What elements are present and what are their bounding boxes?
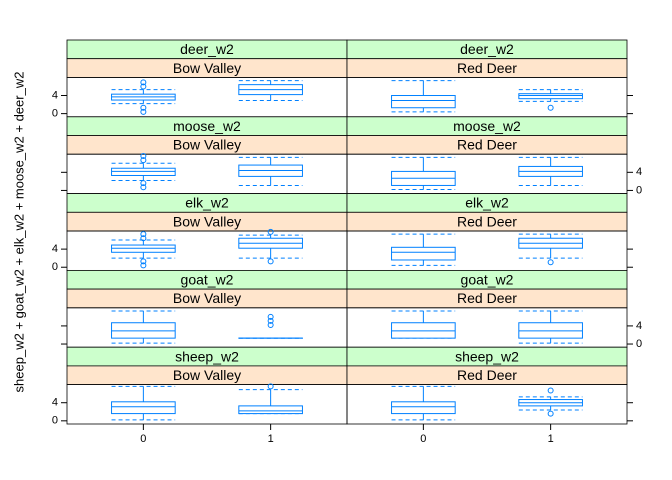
outlier bbox=[140, 184, 147, 191]
outlier bbox=[267, 322, 274, 329]
outlier bbox=[547, 104, 554, 111]
outlier bbox=[140, 83, 147, 90]
strip-label: Red Deer bbox=[457, 60, 517, 76]
strip-label: Bow Valley bbox=[173, 213, 241, 229]
y-tick-label: 4 bbox=[636, 166, 642, 178]
panel bbox=[66, 384, 348, 425]
strip-label: deer_w2 bbox=[460, 41, 514, 57]
strip-label: moose_w2 bbox=[453, 118, 521, 134]
outlier bbox=[140, 108, 147, 115]
strip-label: Bow Valley bbox=[173, 137, 241, 153]
outlier bbox=[267, 228, 274, 235]
x-tick-label: 0 bbox=[140, 433, 146, 445]
panel bbox=[346, 384, 628, 425]
outlier bbox=[140, 153, 147, 160]
panel bbox=[346, 307, 628, 348]
strip-label: goat_w2 bbox=[461, 271, 514, 287]
outlier bbox=[267, 383, 274, 390]
outlier bbox=[140, 235, 147, 242]
strip-label: Bow Valley bbox=[173, 60, 241, 76]
panel bbox=[346, 77, 628, 118]
box bbox=[238, 405, 303, 415]
outlier bbox=[547, 410, 554, 417]
strip-label: elk_w2 bbox=[465, 195, 509, 211]
panel bbox=[66, 77, 348, 118]
strip-label: moose_w2 bbox=[173, 118, 241, 134]
outlier bbox=[267, 317, 274, 324]
y-tick-label: 4 bbox=[52, 397, 58, 409]
y-tick-label: 0 bbox=[52, 261, 58, 273]
outlier bbox=[140, 258, 147, 265]
box bbox=[391, 401, 456, 415]
strip-label: Bow Valley bbox=[173, 290, 241, 306]
y-tick-label: 4 bbox=[52, 89, 58, 101]
x-tick-label: 0 bbox=[420, 433, 426, 445]
strip-label: sheep_w2 bbox=[175, 348, 239, 364]
strip-label: Red Deer bbox=[457, 213, 517, 229]
outlier bbox=[140, 79, 147, 86]
strip-label: Bow Valley bbox=[173, 367, 241, 383]
box bbox=[391, 95, 456, 109]
outlier bbox=[267, 313, 274, 320]
strip-label: goat_w2 bbox=[181, 271, 234, 287]
panel bbox=[346, 153, 628, 194]
box bbox=[518, 93, 583, 100]
outlier bbox=[140, 104, 147, 111]
box bbox=[111, 401, 176, 415]
panel bbox=[66, 307, 348, 348]
panel bbox=[66, 230, 348, 271]
y-tick-label: 4 bbox=[52, 243, 58, 255]
outlier bbox=[140, 231, 147, 238]
outlier bbox=[140, 180, 147, 187]
outlier bbox=[140, 262, 147, 269]
panel bbox=[66, 153, 348, 194]
y-tick-label: 0 bbox=[52, 415, 58, 427]
strip-label: Red Deer bbox=[457, 367, 517, 383]
y-tick-label: 0 bbox=[636, 184, 642, 196]
y-tick-label: 0 bbox=[636, 338, 642, 350]
x-tick-label: 1 bbox=[268, 433, 274, 445]
box bbox=[391, 246, 456, 261]
outlier bbox=[267, 258, 274, 265]
y-tick-label: 4 bbox=[636, 320, 642, 332]
x-tick-label: 1 bbox=[548, 433, 554, 445]
outlier bbox=[140, 157, 147, 164]
strip-label: sheep_w2 bbox=[455, 348, 519, 364]
strip-label: deer_w2 bbox=[180, 41, 234, 57]
y-tick-label: 0 bbox=[52, 108, 58, 120]
strip-label: Red Deer bbox=[457, 290, 517, 306]
y-axis-label: sheep_w2 + goat_w2 + elk_w2 + moose_w2 +… bbox=[11, 72, 26, 393]
strip-label: elk_w2 bbox=[185, 195, 229, 211]
outlier bbox=[547, 387, 554, 394]
strip-label: Red Deer bbox=[457, 137, 517, 153]
outlier bbox=[547, 259, 554, 266]
panel bbox=[346, 230, 628, 271]
